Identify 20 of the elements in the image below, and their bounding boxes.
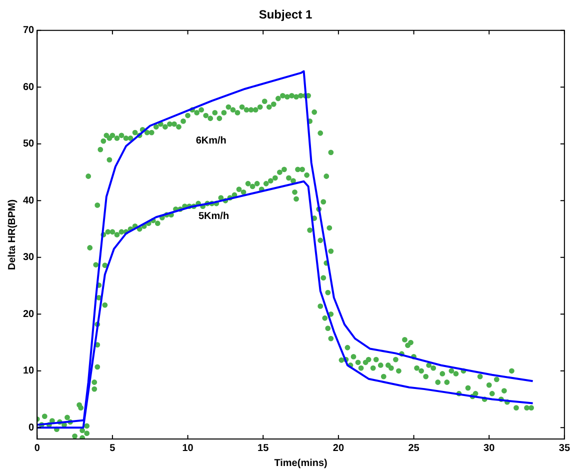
y-axis-title: Delta HR(BPM) — [6, 199, 18, 270]
x-tick-label: 10 — [182, 442, 194, 454]
x-tick-label: 20 — [332, 442, 344, 454]
x-axis-title: Time(mins) — [274, 458, 328, 469]
annotation: 5Km/h — [198, 211, 230, 222]
x-tick-label: 25 — [408, 442, 420, 454]
annotation: 6Km/h — [196, 135, 226, 146]
y-tick-label: 70 — [23, 25, 35, 36]
y-tick-label: 10 — [23, 366, 35, 377]
y-tick-label: 60 — [23, 82, 35, 93]
x-tick-label: 15 — [258, 442, 270, 454]
y-tick-label: 20 — [23, 308, 35, 320]
y-tick-label: 0 — [28, 422, 35, 434]
x-tick-label: 30 — [484, 442, 496, 454]
y-tick-label: 30 — [23, 252, 35, 264]
chart-title: Subject 1 — [258, 8, 312, 22]
x-tick-label: 35 — [558, 442, 570, 454]
x-tick-label: 5 — [110, 442, 116, 454]
y-tick-label: 50 — [23, 138, 35, 150]
y-tick-label: 40 — [23, 195, 35, 206]
